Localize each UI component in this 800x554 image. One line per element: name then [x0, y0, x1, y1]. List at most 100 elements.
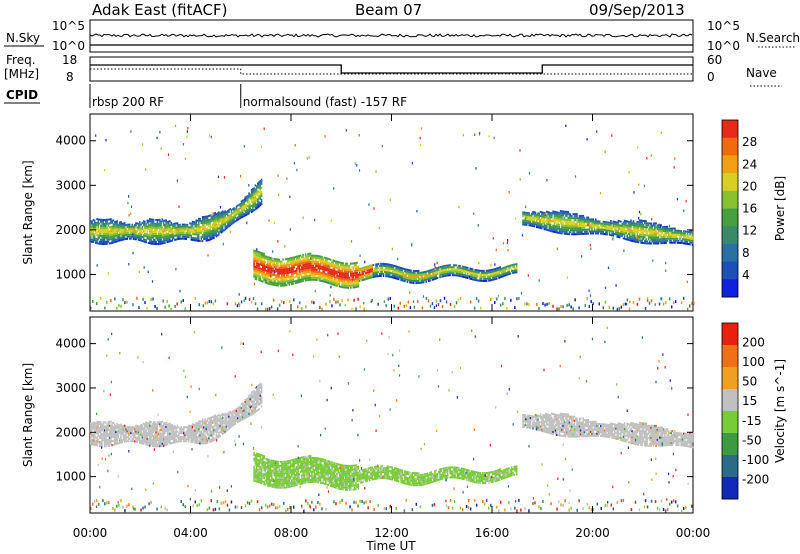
- speckle-cell: [665, 261, 667, 265]
- echo-cell: [664, 238, 666, 240]
- echo-cell: [380, 268, 382, 271]
- echo-cell: [257, 202, 259, 205]
- echo-cell: [155, 223, 157, 225]
- echo-cell: [116, 434, 118, 437]
- echo-cell: [670, 229, 672, 232]
- echo-cell: [111, 229, 113, 232]
- speckle-cell: [397, 257, 399, 261]
- echo-cell: [674, 233, 676, 236]
- echo-cell: [656, 238, 659, 241]
- echo-cell: [258, 279, 260, 282]
- echo-cell: [128, 225, 131, 228]
- echo-cell: [272, 273, 274, 276]
- echo-cell: [448, 266, 450, 269]
- speckle-cell: [629, 300, 631, 304]
- echo-cell: [436, 277, 439, 279]
- echo-cell: [497, 271, 499, 274]
- echo-cell: [111, 430, 113, 433]
- echo-cell: [145, 433, 147, 436]
- echo-cell: [254, 192, 257, 195]
- echo-cell: [372, 276, 375, 278]
- echo-cell: [292, 278, 294, 281]
- echo-cell: [111, 440, 113, 443]
- echo-cell: [154, 232, 156, 235]
- echo-cell: [221, 212, 224, 215]
- echo-cell: [370, 266, 372, 269]
- echo-cell: [97, 438, 100, 441]
- scatter-cell: [668, 297, 671, 301]
- echo-cell: [681, 240, 684, 243]
- echo-cell: [348, 264, 351, 267]
- echo-cell: [483, 278, 485, 280]
- echo-cell: [355, 276, 357, 278]
- echo-cell: [107, 421, 110, 424]
- echo-cell: [316, 269, 318, 271]
- echo-cell: [215, 221, 218, 224]
- echo-cell: [654, 240, 656, 243]
- echo-cell: [685, 236, 688, 239]
- echo-cell: [601, 222, 603, 225]
- echo-cell: [573, 223, 576, 226]
- echo-cell: [627, 222, 630, 225]
- echo-cell: [146, 229, 149, 232]
- echo-cell: [448, 274, 450, 277]
- echo-cell: [347, 270, 350, 273]
- echo-cell: [211, 215, 214, 218]
- echo-cell: [618, 236, 621, 239]
- echo-cell: [134, 238, 136, 241]
- echo-cell: [223, 217, 225, 220]
- echo-cell: [123, 224, 126, 227]
- echo-cell: [268, 260, 270, 263]
- echo-cell: [96, 430, 98, 433]
- echo-cell: [688, 235, 690, 238]
- echo-cell: [98, 236, 101, 239]
- echo-cell: [185, 223, 188, 226]
- echo-cell: [664, 236, 666, 238]
- echo-cell: [641, 219, 644, 222]
- echo-cell: [282, 270, 284, 273]
- echo-cell: [102, 233, 105, 235]
- echo-cell: [543, 226, 546, 229]
- echo-cell: [498, 272, 500, 275]
- echo-cell: [142, 426, 145, 429]
- echo-cell: [331, 273, 333, 276]
- echo-cell: [356, 275, 358, 278]
- beam-label: Beam 07: [355, 1, 422, 19]
- colorbar-swatch: [722, 120, 738, 139]
- echo-cell: [549, 215, 552, 218]
- echo-cell: [118, 235, 121, 238]
- echo-cell: [245, 213, 248, 216]
- echo-cell: [549, 227, 552, 230]
- echo-cell: [573, 231, 576, 234]
- echo-cell: [263, 259, 265, 261]
- echo-cell: [656, 224, 659, 227]
- echo-cell: [657, 234, 660, 237]
- speckle-cell: [141, 143, 144, 146]
- echo-cell: [113, 225, 116, 228]
- echo-cell: [642, 234, 645, 236]
- echo-cell: [160, 226, 162, 229]
- speckle-cell: [652, 259, 654, 262]
- scatter-cell: [331, 304, 333, 308]
- echo-cell: [226, 222, 229, 225]
- echo-cell: [252, 208, 254, 211]
- speckle-cell: [272, 250, 274, 253]
- echo-cell: [498, 274, 500, 277]
- echo-cell: [297, 265, 299, 268]
- echo-cell: [670, 239, 672, 242]
- speckle-cell: [633, 191, 635, 194]
- echo-cell: [335, 280, 337, 283]
- echo-cell: [385, 273, 387, 276]
- echo-cell: [524, 213, 527, 216]
- echo-cell: [122, 222, 125, 225]
- echo-cell: [556, 223, 558, 226]
- scatter-cell: [477, 299, 480, 303]
- echo-cell: [348, 278, 351, 281]
- echo-cell: [277, 280, 279, 283]
- echo-cell: [287, 275, 289, 278]
- echo-cell: [91, 226, 93, 229]
- echo-cell: [278, 268, 280, 271]
- echo-cell: [350, 282, 352, 285]
- echo-cell: [392, 274, 395, 277]
- echo-cell: [134, 428, 136, 431]
